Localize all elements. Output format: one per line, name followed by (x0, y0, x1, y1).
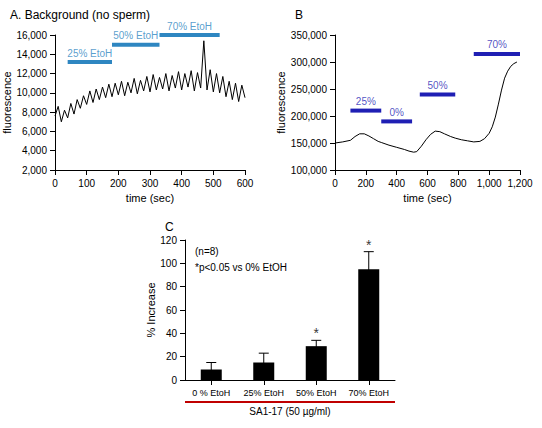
svg-text:0: 0 (52, 178, 58, 189)
svg-text:70%: 70% (487, 39, 507, 50)
svg-text:70% EtoH: 70% EtoH (348, 388, 389, 398)
svg-text:50% EtoH: 50% EtoH (113, 30, 158, 41)
svg-text:4,000: 4,000 (22, 145, 47, 156)
svg-text:C: C (165, 220, 174, 234)
svg-text:200: 200 (110, 178, 127, 189)
svg-text:150,000: 150,000 (291, 138, 328, 149)
svg-text:50% EtoH: 50% EtoH (296, 388, 337, 398)
svg-text:12,000: 12,000 (16, 68, 47, 79)
svg-text:1,000: 1,000 (477, 178, 502, 189)
svg-text:time (sec): time (sec) (126, 192, 174, 204)
svg-text:% Increase: % Increase (145, 282, 157, 337)
svg-text:(n=8): (n=8) (195, 246, 219, 257)
svg-text:B: B (295, 8, 303, 22)
svg-text:1,200: 1,200 (507, 178, 532, 189)
svg-text:*: * (314, 325, 320, 341)
svg-text:0 % EtoH: 0 % EtoH (192, 388, 230, 398)
svg-text:600: 600 (237, 178, 254, 189)
svg-text:fluorescence: fluorescence (1, 71, 13, 133)
svg-text:20: 20 (166, 351, 178, 362)
svg-text:300,000: 300,000 (291, 57, 328, 68)
svg-text:SA1-17 (50 µg/ml): SA1-17 (50 µg/ml) (249, 406, 330, 417)
svg-text:25%: 25% (356, 96, 376, 107)
svg-text:0: 0 (332, 178, 338, 189)
svg-text:100,000: 100,000 (291, 165, 328, 176)
svg-text:A. Background (no sperm): A. Background (no sperm) (10, 8, 150, 22)
svg-text:60: 60 (166, 305, 178, 316)
svg-text:10,000: 10,000 (16, 87, 47, 98)
svg-text:80: 80 (166, 281, 178, 292)
svg-text:*p<0.05 vs 0% EtOH: *p<0.05 vs 0% EtOH (195, 262, 287, 273)
svg-text:250,000: 250,000 (291, 84, 328, 95)
svg-text:350,000: 350,000 (291, 30, 328, 41)
svg-text:70% EtoH: 70% EtoH (167, 21, 212, 32)
svg-text:600: 600 (419, 178, 436, 189)
svg-text:500: 500 (205, 178, 222, 189)
svg-text:*: * (366, 237, 372, 253)
svg-text:100: 100 (160, 258, 177, 269)
svg-text:400: 400 (388, 178, 405, 189)
svg-text:120: 120 (160, 235, 177, 246)
svg-text:0: 0 (171, 375, 177, 386)
svg-text:6,000: 6,000 (22, 126, 47, 137)
svg-text:16,000: 16,000 (16, 30, 47, 41)
svg-text:50%: 50% (428, 80, 448, 91)
svg-text:25% EtoH: 25% EtoH (67, 48, 112, 59)
svg-text:2,000: 2,000 (22, 165, 47, 176)
svg-text:fluorescence: fluorescence (275, 71, 287, 133)
svg-text:100: 100 (78, 178, 95, 189)
svg-text:200: 200 (357, 178, 374, 189)
svg-text:25% EtoH: 25% EtoH (243, 388, 284, 398)
svg-text:0%: 0% (389, 107, 404, 118)
svg-text:40: 40 (166, 328, 178, 339)
svg-text:200,000: 200,000 (291, 111, 328, 122)
svg-text:800: 800 (450, 178, 467, 189)
svg-text:8,000: 8,000 (22, 107, 47, 118)
svg-text:300: 300 (142, 178, 159, 189)
svg-text:400: 400 (173, 178, 190, 189)
svg-text:14,000: 14,000 (16, 49, 47, 60)
svg-text:time (sec): time (sec) (403, 192, 451, 204)
